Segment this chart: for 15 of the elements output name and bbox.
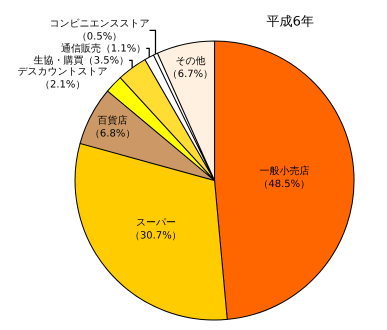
slice-label: 生協・購買（3.5%） [34,54,130,66]
data-label: （2.1%） [40,79,86,90]
data-label: （6.8%） [90,128,136,140]
slice-label: 百貨店 [98,114,128,127]
data-label: （6.7%） [168,69,214,80]
data-label: （48.5%） [258,178,310,190]
slice-label: その他 [175,55,206,68]
slice-label: スーパー [136,218,176,229]
slice-label: 一般小売店 [259,164,310,177]
slice-label: デスカウントストア [18,66,108,78]
slice-label: コンビニエンスストア [49,18,150,30]
data-label: （30.7%） [130,230,182,242]
slice-label: 通信販売（1.1%） [60,42,146,54]
data-label: （0.5%） [76,31,122,42]
chart-title: 平成6年 [266,14,314,30]
